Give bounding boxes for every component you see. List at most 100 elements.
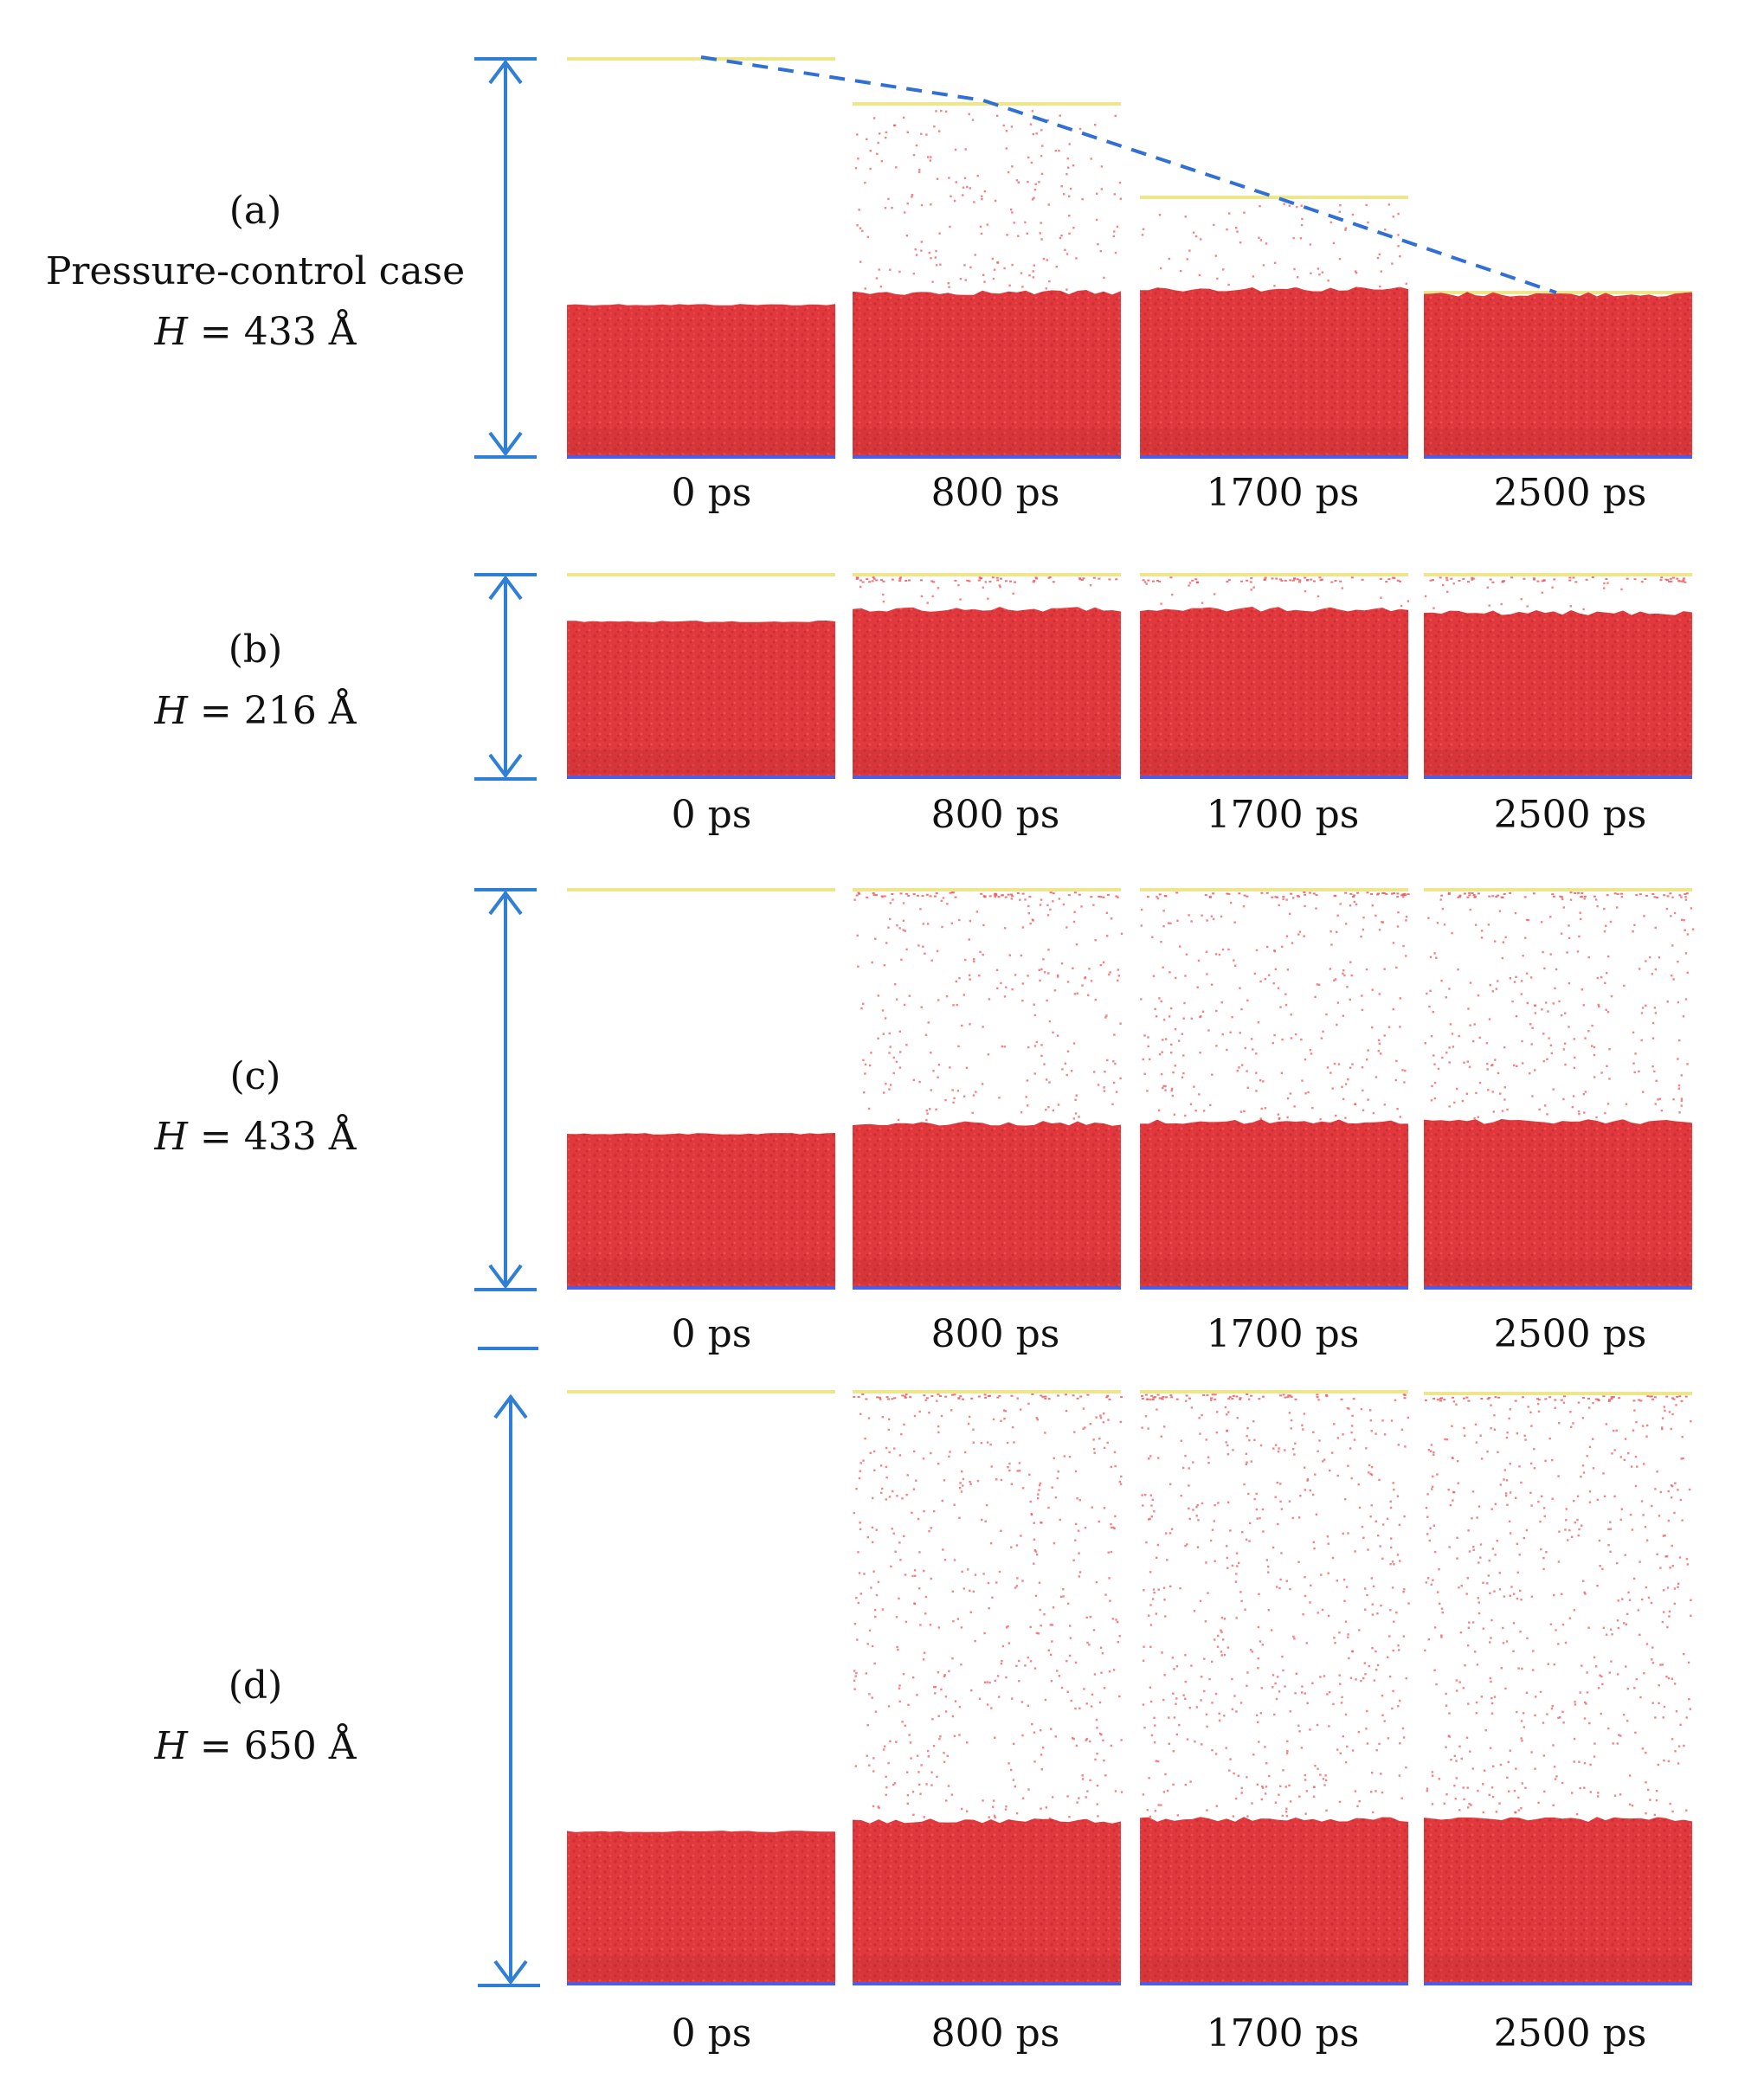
- snapshot-panel-d-0: [567, 1390, 835, 1985]
- liquid-slab: [853, 1121, 1121, 1286]
- liquid-slab: [567, 1831, 835, 1982]
- row-d-height-arrow: [478, 1393, 540, 1987]
- snapshot-panel-a-2: [1140, 196, 1408, 459]
- time-label-0ps: 0 ps: [672, 471, 752, 515]
- time-label-1700ps: 1700 ps: [1207, 1312, 1360, 1356]
- vapor-particles: [1140, 891, 1410, 1121]
- time-label-0ps: 0 ps: [672, 793, 752, 837]
- snapshot-panel-c-3: [1424, 888, 1695, 1290]
- liquid-shade: [567, 429, 835, 454]
- vapor-particles: [1141, 1393, 1410, 1818]
- snapshot-panel-c-2: [1140, 888, 1410, 1290]
- row-c-height-arrow: [474, 888, 538, 1350]
- vapor-particles: [854, 109, 1122, 291]
- liquid-shade: [1140, 1260, 1408, 1284]
- time-label-2500ps: 2500 ps: [1494, 1312, 1647, 1356]
- liquid-slab: [853, 607, 1121, 775]
- snapshot-panel-b-1: [853, 573, 1121, 779]
- vapor-particles: [1424, 891, 1695, 1120]
- snapshot-panel-d-3: [1424, 1392, 1692, 1985]
- snapshot-panel-d-2: [1140, 1390, 1410, 1985]
- liquid-slab: [1140, 1119, 1408, 1286]
- liquid-slab: [1140, 286, 1408, 455]
- time-label-2500ps: 2500 ps: [1494, 793, 1647, 837]
- liquid-shade: [853, 1956, 1121, 1980]
- liquid-shade: [1140, 750, 1408, 774]
- liquid-shade: [1424, 750, 1692, 774]
- row-a-label: (a) Pressure-control case H = 433 Å: [46, 189, 465, 354]
- time-label-2500ps: 2500 ps: [1494, 2011, 1647, 2056]
- vapor-particles: [1142, 576, 1410, 608]
- liquid-slab: [567, 1133, 835, 1286]
- row-a-time-labels: 0 ps 800 ps 1700 ps 2500 ps: [672, 471, 1647, 515]
- liquid-slab: [567, 304, 835, 455]
- vapor-particles: [1424, 576, 1687, 611]
- row-c-panels: [567, 888, 1695, 1290]
- liquid-slab: [853, 1818, 1121, 1982]
- liquid-slab: [1140, 607, 1408, 775]
- row-b-letter: (b): [229, 627, 283, 672]
- row-b-height-arrow: [474, 573, 537, 781]
- time-label-800ps: 800 ps: [931, 793, 1060, 837]
- row-b-label: (b) H = 216 Å: [154, 627, 357, 733]
- row-d-label: (d) H = 650 Å: [154, 1663, 357, 1768]
- time-label-1700ps: 1700 ps: [1207, 2011, 1360, 2056]
- row-b-height: H = 216 Å: [154, 687, 357, 733]
- row-d-time-labels: 0 ps 800 ps 1700 ps 2500 ps: [672, 2011, 1647, 2056]
- time-label-0ps: 0 ps: [672, 1312, 752, 1356]
- liquid-slab: [1424, 1817, 1692, 1982]
- row-b: (b) H = 216 Å 0 ps 800 ps 1700 ps 2500 p…: [154, 573, 1692, 837]
- vapor-particles: [1424, 1395, 1692, 1817]
- time-label-2500ps: 2500 ps: [1494, 471, 1647, 515]
- row-a-sublabel: Pressure-control case: [46, 249, 465, 293]
- liquid-shade: [1424, 429, 1692, 454]
- liquid-shade: [1424, 1956, 1692, 1980]
- row-a-height-arrow: [474, 57, 537, 459]
- liquid-slab: [567, 621, 835, 775]
- row-d-height: H = 650 Å: [154, 1722, 357, 1768]
- row-a-panels: [567, 57, 1692, 459]
- row-a: (a) Pressure-control case H = 433 Å 0 ps…: [46, 55, 1692, 515]
- row-d-panels: [567, 1390, 1692, 1985]
- row-c-height: H = 433 Å: [154, 1113, 357, 1159]
- vapor-particles: [1141, 203, 1407, 288]
- row-c: (c) H = 433 Å 0 ps 800 ps 1700 ps 2500 p…: [154, 888, 1695, 1356]
- row-d-letter: (d): [229, 1663, 283, 1708]
- liquid-shade: [567, 750, 835, 774]
- time-label-1700ps: 1700 ps: [1207, 793, 1360, 837]
- liquid-shade: [567, 1260, 835, 1284]
- snapshot-panel-d-1: [853, 1390, 1123, 1985]
- row-a-piston-trend: [700, 55, 1557, 294]
- liquid-slab: [1424, 1119, 1692, 1286]
- vapor-particles: [853, 1393, 1123, 1820]
- liquid-shade: [567, 1956, 835, 1980]
- liquid-slab: [1424, 292, 1692, 455]
- snapshot-panel-c-0: [567, 888, 835, 1290]
- time-label-800ps: 800 ps: [931, 2011, 1060, 2056]
- liquid-slab: [853, 290, 1121, 455]
- snapshot-panel-a-3: [1424, 291, 1692, 459]
- snapshot-panel-b-2: [1140, 573, 1410, 779]
- row-d: (d) H = 650 Å 0 ps 800 ps 1700 ps 2500 p…: [154, 1390, 1692, 2056]
- snapshot-panel-a-0: [567, 57, 835, 459]
- snapshot-panel-a-1: [853, 102, 1122, 459]
- snapshot-panel-c-1: [853, 888, 1123, 1290]
- liquid-shade: [1140, 1956, 1408, 1980]
- row-a-height: H = 433 Å: [154, 308, 357, 354]
- liquid-slab: [1140, 1817, 1408, 1982]
- row-c-label: (c) H = 433 Å: [154, 1054, 357, 1159]
- time-label-1700ps: 1700 ps: [1207, 471, 1360, 515]
- row-b-time-labels: 0 ps 800 ps 1700 ps 2500 ps: [672, 793, 1647, 837]
- liquid-shade: [853, 429, 1121, 454]
- row-b-panels: [567, 573, 1692, 779]
- snapshot-panel-b-0: [567, 573, 835, 779]
- time-label-0ps: 0 ps: [672, 2011, 752, 2056]
- row-c-time-labels: 0 ps 800 ps 1700 ps 2500 ps: [672, 1312, 1647, 1356]
- liquid-shade: [1140, 429, 1408, 454]
- time-label-800ps: 800 ps: [931, 1312, 1060, 1356]
- vapor-particles: [853, 891, 1123, 1122]
- row-c-letter: (c): [230, 1054, 281, 1098]
- liquid-shade: [853, 1260, 1121, 1284]
- liquid-shade: [853, 750, 1121, 774]
